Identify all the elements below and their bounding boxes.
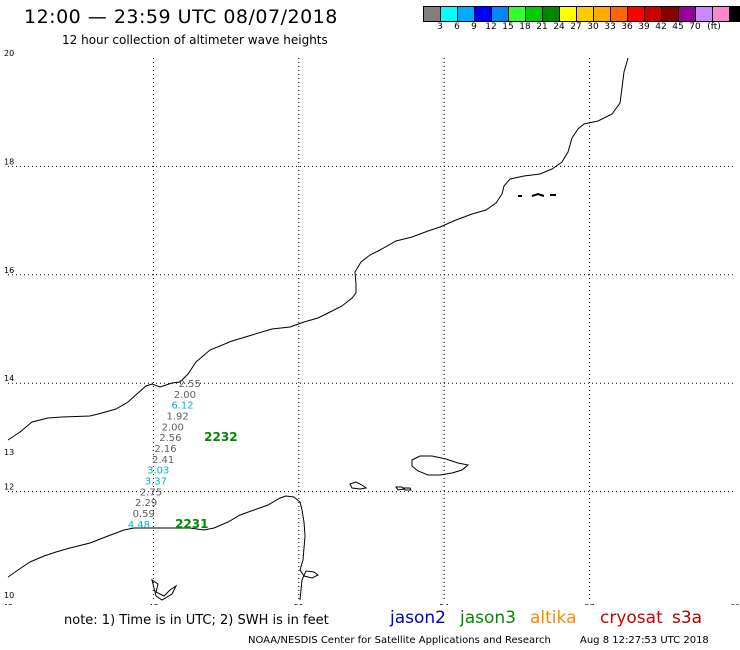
wave-height-map: 45485154576020181614121013 2.552.006.121… — [3, 49, 740, 605]
lon-tick-label: 45 — [3, 603, 13, 605]
swh-value: 2.00 — [162, 422, 184, 433]
footnote: note: 1) Time is in UTC; 2) SWH is in fe… — [64, 613, 329, 628]
color-swatch — [560, 7, 577, 21]
color-scale-label: 39 — [638, 22, 650, 32]
swh-value: 2.41 — [152, 455, 174, 466]
color-swatch — [594, 7, 611, 21]
swh-value: 2.55 — [179, 379, 201, 390]
swh-value: 3.03 — [147, 466, 169, 477]
swh-value: 0.59 — [133, 509, 155, 520]
lat-tick-label: 20 — [4, 49, 14, 58]
color-swatch — [679, 7, 696, 21]
lat-tick-label: 18 — [4, 157, 14, 166]
lon-tick-label: 51 — [294, 603, 304, 605]
color-swatch — [628, 7, 645, 21]
color-scale-label: 3 — [437, 22, 443, 32]
color-swatch — [509, 7, 526, 21]
color-scale-bar — [423, 6, 740, 22]
color-scale-label: 15 — [502, 22, 514, 32]
brothers-islets — [395, 486, 412, 491]
lon-tick-label: 54 — [439, 603, 449, 605]
generated-timestamp: Aug 8 12:27:53 UTC 2018 — [580, 635, 709, 646]
swh-value: 3.37 — [145, 477, 167, 488]
color-swatch — [492, 7, 509, 21]
axis-labels: 45 48 51 54 57 60 20 18 16 14 12 10 13 — [3, 49, 740, 605]
coastline — [7, 57, 629, 601]
lat-tick-label: 10 — [4, 591, 14, 600]
color-scale-label: 36 — [621, 22, 633, 32]
swh-value: 2.56 — [159, 433, 181, 444]
color-swatch — [577, 7, 594, 21]
lat-tick-label: 12 — [4, 483, 14, 492]
pass-id-label: 2231 — [175, 517, 208, 531]
swh-measurements: 2.552.006.121.922.002.562.162.413.033.37… — [128, 379, 201, 531]
color-swatch — [526, 7, 543, 21]
credit-line: NOAA/NESDIS Center for Satellite Applica… — [248, 635, 551, 646]
color-scale-label: 6 — [454, 22, 460, 32]
swh-value: 2.16 — [154, 444, 176, 455]
yemen-oman-coast — [7, 57, 629, 441]
color-scale-label: (ft) — [707, 22, 721, 32]
mission-jason2: jason2 — [390, 608, 446, 628]
color-scale-label: 30 — [587, 22, 599, 32]
color-scale-label: 24 — [553, 22, 565, 32]
map-title: 12:00 — 23:59 UTC 08/07/2018 — [24, 6, 338, 28]
swh-value: 6.12 — [171, 401, 193, 412]
color-swatch — [475, 7, 492, 21]
lat-tick-label: 14 — [4, 374, 14, 383]
lat-side-label: 13 — [4, 448, 14, 457]
satellite-pass-labels: 2232 2231 — [175, 430, 237, 531]
color-scale-label: 70 — [689, 22, 701, 32]
color-scale-label: 42 — [655, 22, 667, 32]
color-scale-label: 9 — [471, 22, 477, 32]
swh-value: 2.29 — [135, 498, 157, 509]
mission-cryosat: cryosat — [600, 608, 663, 628]
color-scale-label: 33 — [604, 22, 616, 32]
color-scale-label: 18 — [519, 22, 531, 32]
map-subtitle: 12 hour collection of altimeter wave hei… — [62, 33, 328, 47]
lat-tick-label: 16 — [4, 266, 14, 275]
lat-lon-grid — [8, 58, 735, 600]
mission-s3a: s3a — [672, 608, 703, 628]
color-swatch — [730, 7, 740, 21]
color-swatch — [458, 7, 475, 21]
mission-altika: altika — [530, 608, 577, 628]
swh-value: 2.75 — [140, 487, 162, 498]
lon-tick-label: 60 — [730, 603, 740, 605]
swh-value: 1.92 — [167, 412, 189, 423]
coastal-shoals — [151, 578, 178, 601]
swh-value: 2.00 — [174, 390, 196, 401]
lon-tick-label: 57 — [585, 603, 595, 605]
pass-id-label: 2232 — [204, 430, 237, 444]
kuria-muria-islands — [518, 192, 556, 197]
color-swatch — [713, 7, 730, 21]
color-swatch — [441, 7, 458, 21]
color-scale-label: 12 — [485, 22, 497, 32]
lon-tick-label: 48 — [148, 603, 158, 605]
color-swatch — [543, 7, 560, 21]
color-swatch — [424, 7, 441, 21]
color-swatch — [696, 7, 713, 21]
abd-al-kuri-island — [349, 481, 368, 490]
color-swatch — [645, 7, 662, 21]
horn-of-africa-coast — [7, 495, 319, 601]
color-swatch — [662, 7, 679, 21]
swh-value: 4.48 — [128, 520, 150, 531]
color-scale-label: 27 — [570, 22, 582, 32]
mission-jason3: jason3 — [460, 608, 516, 628]
color-swatch — [611, 7, 628, 21]
color-scale-label: 21 — [536, 22, 548, 32]
color-scale-label: 45 — [672, 22, 684, 32]
socotra-island — [411, 455, 470, 476]
